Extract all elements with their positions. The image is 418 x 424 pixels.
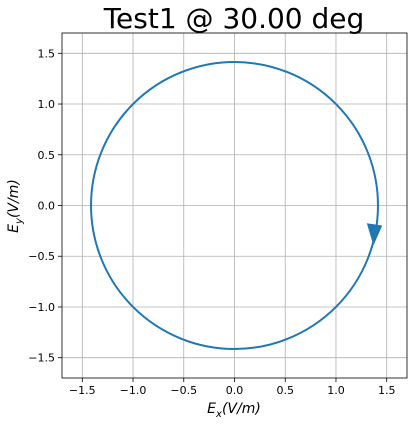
- y-tick-label: 1.5: [38, 47, 56, 60]
- ticks: −1.5 −1.0 −0.5 0.0 0.5 1.0 1.5 −1.5 −1.0 −0.5 0.0 0…: [28, 47, 395, 397]
- direction-arrow: [366, 223, 383, 246]
- grid: [62, 33, 407, 378]
- polarization-curve: [90, 61, 379, 350]
- axis-label-sub: x: [215, 409, 222, 420]
- y-tick-label: 0.0: [38, 200, 56, 213]
- axis-label-main: E: [6, 224, 22, 233]
- x-tick-label: 0.0: [226, 384, 244, 397]
- x-tick-label: 1.0: [327, 384, 345, 397]
- y-tick-label: −1.0: [28, 301, 55, 314]
- axis-label-main: E: [207, 401, 216, 417]
- y-axis-label: Ey(V/m): [6, 179, 25, 233]
- y-tick-label: 0.5: [38, 149, 56, 162]
- axis-label-unit: (V/m): [6, 179, 22, 218]
- y-tick-label: −0.5: [28, 250, 55, 263]
- x-axis-label: Ex(V/m): [207, 401, 261, 420]
- x-tick-label: −0.5: [170, 384, 197, 397]
- series-layer: [90, 61, 383, 350]
- y-tick-label: −1.5: [28, 352, 55, 365]
- axis-label-unit: (V/m): [222, 401, 261, 417]
- axis-label-sub: y: [14, 217, 25, 225]
- x-tick-label: −1.0: [120, 384, 147, 397]
- x-tick-label: 0.5: [276, 384, 294, 397]
- x-tick-label: 1.5: [378, 384, 396, 397]
- chart-title: Test1 @ 30.00 deg: [103, 2, 365, 35]
- x-tick-label: −1.5: [69, 384, 96, 397]
- y-tick-label: 1.0: [38, 98, 56, 111]
